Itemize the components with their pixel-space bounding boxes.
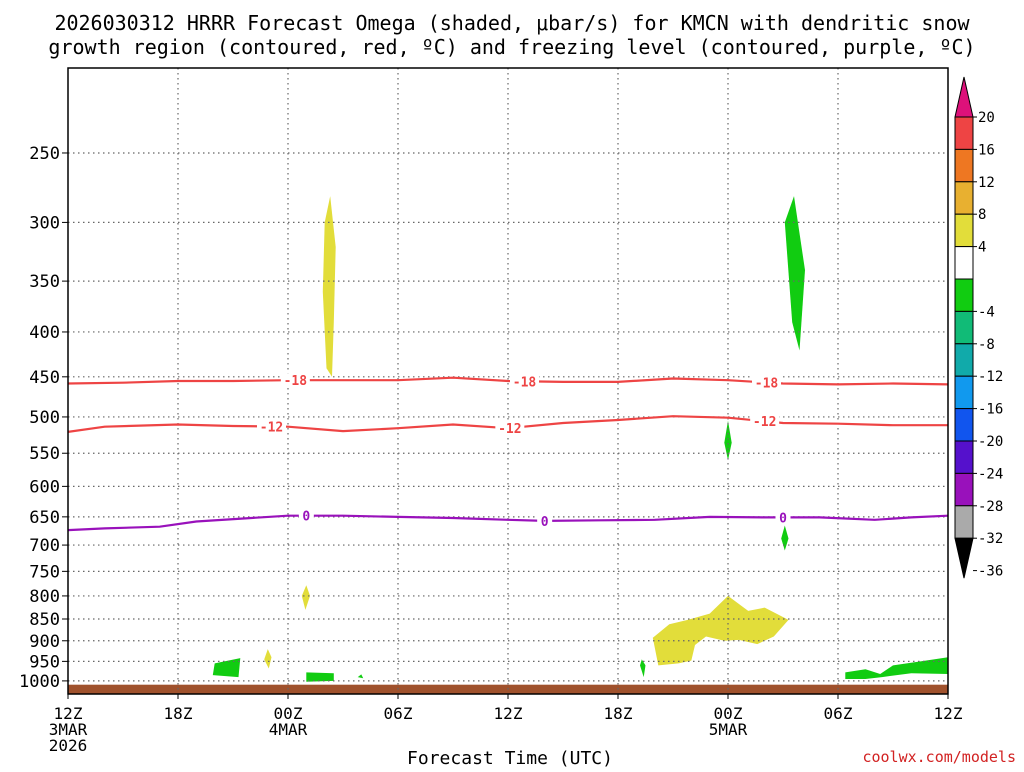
- y-tick-label: 500: [29, 408, 60, 428]
- omega-shaded-region: [652, 595, 789, 666]
- contour-label: -12: [753, 415, 776, 430]
- x-tick-label: 00Z: [714, 704, 743, 723]
- colorbar-label: 4: [978, 240, 986, 256]
- x-tick-label: 12Z: [934, 704, 963, 723]
- colorbar-segment: [954, 246, 974, 280]
- contour-label-bg: [750, 414, 780, 429]
- contour-label-bg: [775, 510, 791, 525]
- colorbar-segment: [954, 343, 974, 377]
- colorbar-segment: [954, 148, 974, 183]
- contour-label: 0: [302, 510, 310, 525]
- omega-shaded-region: [322, 196, 336, 377]
- chart-title-line1: 2026030312 HRRR Forecast Omega (shaded, …: [54, 11, 970, 35]
- colorbar-label: -20: [978, 434, 1003, 450]
- colorbar-segment: [954, 440, 974, 474]
- colorbar-label: 12: [978, 175, 995, 191]
- contour-label: -18: [755, 377, 779, 392]
- contour-label-bg: [752, 375, 781, 390]
- colorbar-segment: [954, 375, 974, 410]
- y-tick-label: 950: [29, 652, 60, 672]
- colorbar-segment: [954, 181, 974, 215]
- colorbar-segment: [954, 116, 974, 150]
- x-tick-label: 4MAR: [269, 720, 308, 739]
- y-tick-label: 650: [29, 508, 60, 528]
- y-tick-label: 700: [29, 536, 60, 556]
- contour-label: -12: [498, 422, 521, 437]
- y-tick-label: 1000: [19, 672, 60, 692]
- omega-shaded-region: [784, 196, 805, 351]
- colorbar: 20 16 12 8 4 -4 -8 -12 -16 -20 -24 -28 -32 -36: [954, 76, 1003, 580]
- y-tick-label: 250: [29, 144, 60, 164]
- colorbar-min-arrow: [954, 537, 974, 579]
- omega-shaded-region: [212, 658, 241, 678]
- x-tick-label: 18Z: [164, 704, 193, 723]
- colorbar-label: -8: [978, 337, 995, 353]
- x-tick-label: 06Z: [824, 704, 853, 723]
- y-tick-label: 450: [29, 368, 60, 388]
- y-tick-label: 400: [29, 323, 60, 343]
- contour-label-bg: [510, 374, 539, 389]
- x-tick-label: 3MAR: [49, 720, 88, 739]
- y-tick-label: 550: [29, 444, 60, 464]
- credit-text: coolwx.com/models: [862, 748, 1016, 766]
- colorbar-label: -16: [978, 402, 1003, 418]
- colorbar-segment: [954, 213, 974, 248]
- contour-label-bg: [495, 421, 525, 436]
- colorbar-max-arrow: [954, 76, 974, 118]
- chart-title-line2: growth region (contoured, red, ºC) and f…: [48, 35, 975, 59]
- x-tick-label: 2026: [49, 736, 88, 755]
- colorbar-segment: [954, 408, 974, 442]
- colorbar-label: -24: [978, 466, 1003, 482]
- colorbar-label: -36: [978, 564, 1003, 580]
- x-tick-label: 00Z: [274, 704, 303, 723]
- colorbar-label: -32: [978, 531, 1003, 547]
- omega-shaded-region: [845, 657, 948, 679]
- x-tick-label: 5MAR: [709, 720, 748, 739]
- omega-shaded-region: [724, 420, 732, 461]
- y-tick-label: 900: [29, 632, 60, 652]
- contour-label-bg: [298, 508, 314, 523]
- y-tick-label: 300: [29, 213, 60, 233]
- colorbar-label: 16: [978, 142, 995, 158]
- y-tick-label: 350: [29, 272, 60, 292]
- colorbar-label: -12: [978, 369, 1003, 385]
- omega-shaded-region: [781, 525, 789, 551]
- y-tick-label: 750: [29, 562, 60, 582]
- contour-line: [67, 514, 949, 532]
- contour-label: -18: [513, 375, 537, 390]
- colorbar-segment: [954, 505, 974, 539]
- colorbar-segment: [954, 310, 974, 345]
- y-tick-label: 800: [29, 587, 60, 607]
- contour-label-bg: [280, 373, 310, 388]
- colorbar-segment: [954, 278, 974, 312]
- y-tick-label: 600: [29, 477, 60, 497]
- x-tick-label: 18Z: [604, 704, 633, 723]
- colorbar-label: 8: [978, 207, 986, 223]
- colorbar-label: -28: [978, 499, 1003, 515]
- omega-shaded-region: [306, 672, 334, 682]
- x-tick-label: 12Z: [494, 704, 523, 723]
- contour-label: -18: [284, 374, 308, 389]
- x-tick-label: 12Z: [54, 704, 83, 723]
- contour-label: 0: [779, 511, 787, 526]
- contour-label-bg: [537, 513, 553, 528]
- colorbar-label: -4: [978, 304, 995, 320]
- contour-label: -12: [260, 420, 283, 435]
- omega-shaded-region: [264, 649, 272, 669]
- contour-label: 0: [541, 515, 549, 530]
- colorbar-segment: [954, 472, 974, 507]
- x-tick-label: 06Z: [384, 704, 413, 723]
- omega-shaded-region: [357, 674, 364, 679]
- y-tick-label: 850: [29, 610, 60, 630]
- contour-label-bg: [257, 419, 286, 434]
- omega-shaded-region: [301, 585, 310, 610]
- contour-line: [67, 376, 949, 386]
- x-axis-label: Forecast Time (UTC): [407, 748, 613, 768]
- plot-area: -18 -18 -18 -12 -12 -12 0 0 0 250 300 350 400 450 500 5…: [19, 67, 963, 755]
- colorbar-label: 20: [978, 110, 995, 126]
- omega-shaded-region: [640, 659, 646, 678]
